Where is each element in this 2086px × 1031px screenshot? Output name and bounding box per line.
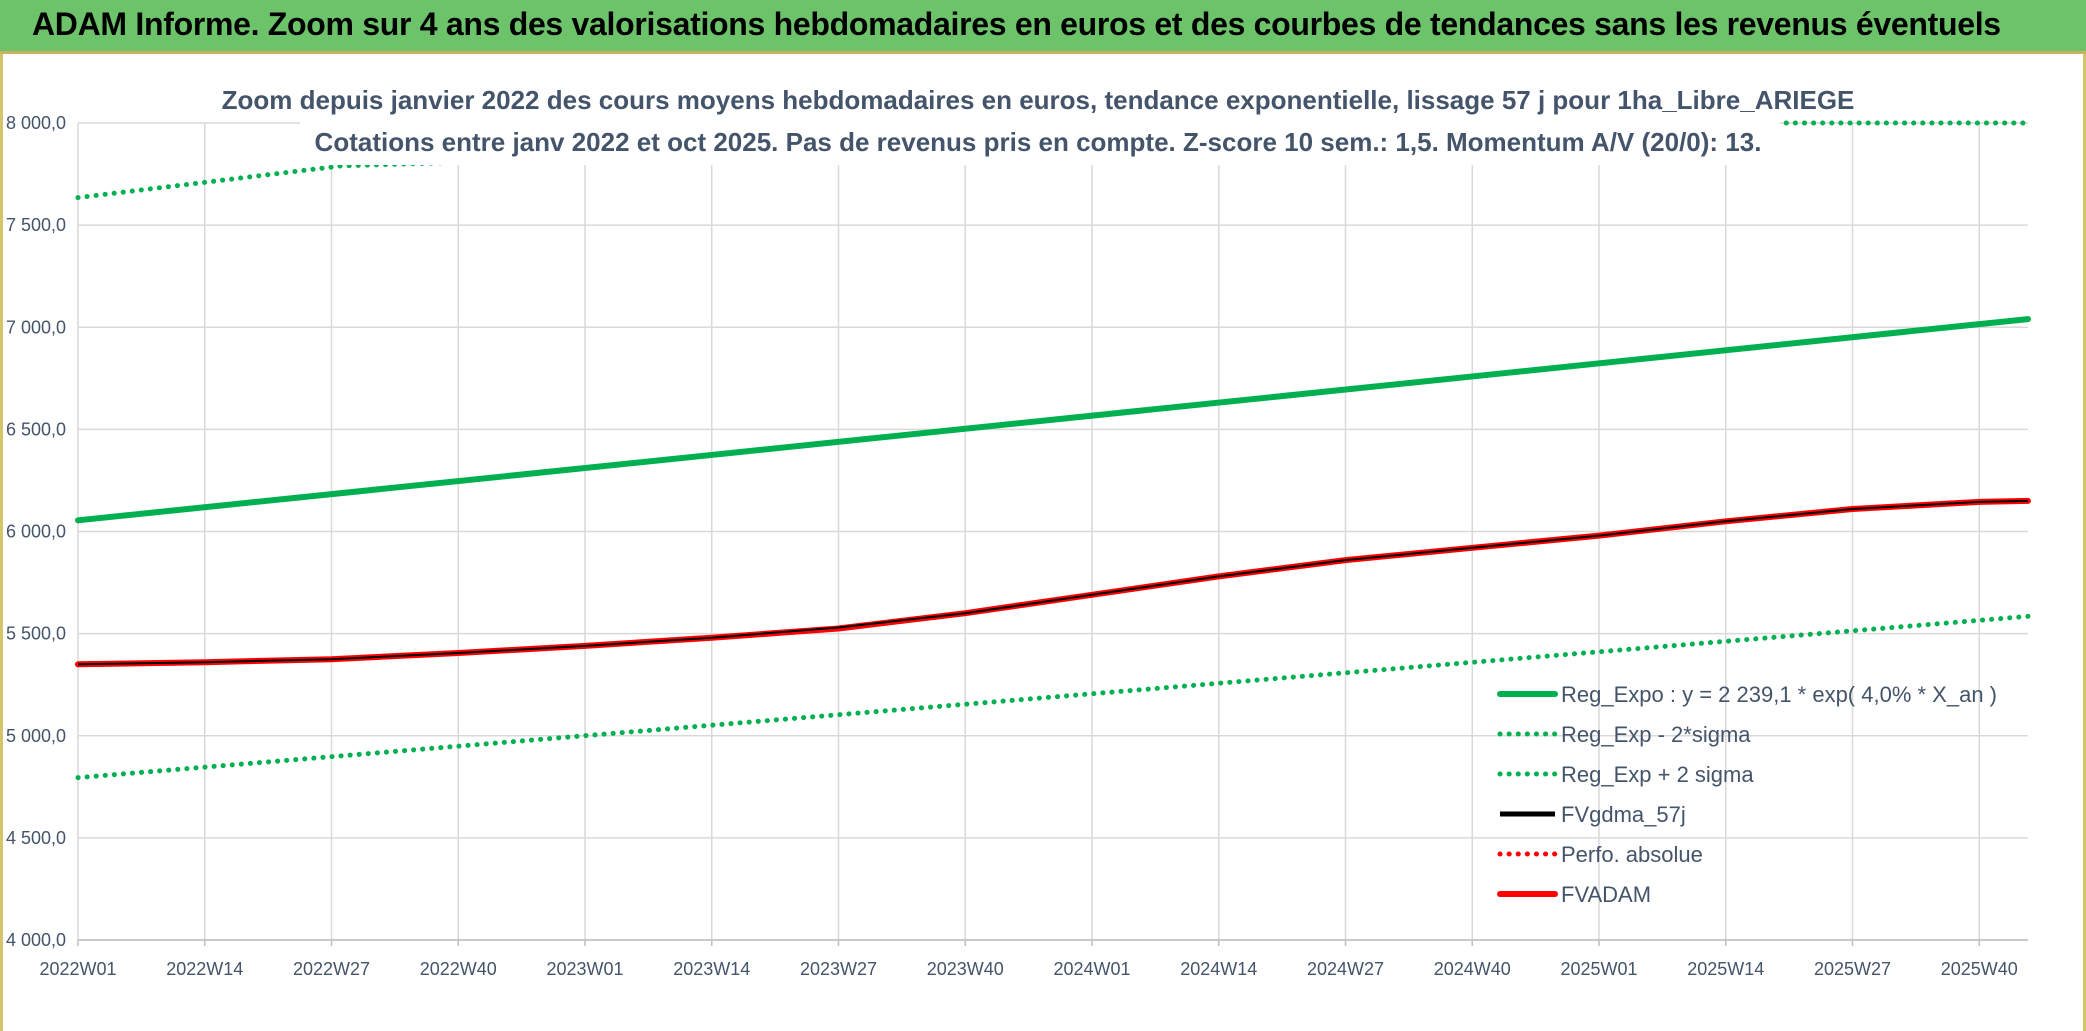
- legend-label-3: FVgdma_57j: [1561, 802, 1686, 827]
- legend-label-2: Reg_Exp + 2 sigma: [1561, 762, 1754, 787]
- y-tick-label: 6 500,0: [6, 419, 66, 439]
- x-tick-label: 2023W01: [546, 959, 623, 979]
- x-tick-label: 2022W40: [420, 959, 497, 979]
- x-tick-label: 2025W40: [1941, 959, 2018, 979]
- x-tick-label: 2023W27: [800, 959, 877, 979]
- x-tick-label: 2024W27: [1307, 959, 1384, 979]
- header-title: ADAM Informe. Zoom sur 4 ans des valoris…: [32, 6, 2001, 42]
- legend-label-1: Reg_Exp - 2*sigma: [1561, 722, 1751, 747]
- x-tick-label: 2024W01: [1053, 959, 1130, 979]
- chart-title-line-1: Zoom depuis janvier 2022 des cours moyen…: [222, 85, 1855, 115]
- x-tick-label: 2025W27: [1814, 959, 1891, 979]
- y-tick-label: 4 500,0: [6, 828, 66, 848]
- y-tick-label: 4 000,0: [6, 930, 66, 950]
- series-line-1: [75, 613, 2031, 781]
- series-layer: [75, 120, 2031, 781]
- x-tick-label: 2024W40: [1434, 959, 1511, 979]
- legend: Reg_Expo : y = 2 239,1 * exp( 4,0% * X_a…: [1497, 682, 1997, 907]
- x-tick-label: 2025W01: [1560, 959, 1637, 979]
- header-bar: ADAM Informe. Zoom sur 4 ans des valoris…: [0, 0, 2086, 54]
- x-tick-label: 2022W01: [39, 959, 116, 979]
- series-line-0: [75, 316, 2031, 524]
- chart-frame: [0, 54, 2086, 1031]
- legend-label-4: Perfo. absolue: [1561, 842, 1703, 867]
- y-tick-label: 7 000,0: [6, 317, 66, 337]
- y-tick-label: 5 000,0: [6, 726, 66, 746]
- y-tick-label: 5 500,0: [6, 624, 66, 644]
- y-tick-label: 7 500,0: [6, 215, 66, 235]
- series-line-3: [77, 499, 2029, 666]
- grid-lines: [77, 122, 2028, 941]
- x-tick-label: 2022W14: [166, 959, 243, 979]
- legend-label-5: FVADAM: [1561, 882, 1651, 907]
- y-tick-label: 6 000,0: [6, 522, 66, 542]
- x-tick-label: 2025W14: [1687, 959, 1764, 979]
- y-axis-ticks: 4 000,0 4 500,0 5 000,0 5 500,0 6 000,0 6 500…: [6, 113, 66, 950]
- chart-title-line-2: Cotations entre janv 2022 et oct 2025. P…: [315, 127, 1762, 157]
- x-tick-label: 2023W14: [673, 959, 750, 979]
- x-tick-label: 2024W14: [1180, 959, 1257, 979]
- x-tick-label: 2023W40: [927, 959, 1004, 979]
- x-tick-label: 2022W27: [293, 959, 370, 979]
- legend-label-0: Reg_Expo : y = 2 239,1 * exp( 4,0% * X_a…: [1561, 682, 1997, 707]
- y-tick-label: 8 000,0: [6, 113, 66, 133]
- x-axis-ticks: 2022W01 2022W14 2022W27 2022W40 2023W01 2023W…: [39, 940, 2018, 979]
- title-background: [300, 75, 1780, 165]
